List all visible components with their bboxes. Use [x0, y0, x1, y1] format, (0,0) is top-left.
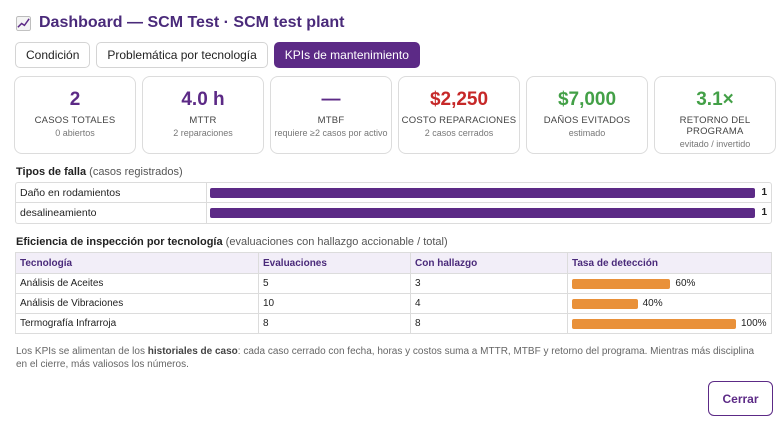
inspection-table: Tecnología Evaluaciones Con hallazgo Tas…: [15, 252, 772, 334]
kpi-value: 4.0 h: [181, 89, 225, 110]
kpi-value: $7,000: [557, 89, 617, 110]
detection-rate-label: 60%: [675, 278, 696, 289]
failure-types-heading: Tipos de falla (casos registrados): [16, 166, 183, 178]
kpi-subtext: 0 abiertos: [55, 128, 95, 138]
kpi-label: CASOS TOTALES: [34, 115, 116, 126]
kpi-cards: 2 CASOS TOTALES 0 abiertos 4.0 h MTTR 2 repar…: [14, 76, 776, 154]
kpi-card: 4.0 h MTTR 2 reparaciones: [142, 76, 264, 154]
failure-type-bar: [210, 188, 755, 198]
table-header-row: Tecnología Evaluaciones Con hallazgo Tas…: [15, 252, 772, 274]
footnote-bold: historiales de caso: [147, 346, 238, 357]
kpi-label: COSTO REPARACIONES: [401, 115, 517, 126]
kpi-card: 3.1× RETORNO DEL PROGRAMA evitado / invert…: [654, 76, 776, 154]
failure-type-count: 1: [761, 207, 767, 218]
inspection-heading: Eficiencia de inspección por tecnología …: [16, 236, 448, 248]
detection-rate-label: 40%: [642, 298, 663, 309]
detection-rate-label: 100%: [741, 318, 767, 329]
tab-kpis-de-mantenimiento[interactable]: KPIs de mantenimiento: [273, 42, 420, 68]
kpi-value: —: [321, 89, 341, 110]
failure-type-row: Daño en rodamientos 1: [16, 183, 771, 203]
column-header-tasa-de-deteccion: Tasa de detección: [567, 252, 772, 274]
cell-tecnologia: Análisis de Vibraciones: [15, 293, 259, 314]
footnote-text-start: Los KPIs se alimentan de los: [16, 346, 148, 357]
kpi-label: RETORNO DEL PROGRAMA: [679, 115, 751, 137]
failure-type-count: 1: [761, 187, 767, 198]
failure-types-title: Tipos de falla: [16, 166, 87, 178]
kpi-subtext: requiere ≥2 casos por activo: [274, 128, 388, 138]
kpi-card: 2 CASOS TOTALES 0 abiertos: [14, 76, 136, 154]
tab-bar: Condición Problemática por tecnología KP…: [15, 42, 420, 68]
kpi-subtext: 2 casos cerrados: [424, 128, 494, 138]
cell-evaluaciones: 8: [258, 313, 411, 334]
detection-rate-bar: [572, 278, 671, 289]
failure-type-bar-cell: 1: [207, 203, 771, 223]
cell-evaluaciones: 10: [258, 293, 411, 314]
cell-tecnologia: Termografía Infrarroja: [15, 313, 259, 334]
kpi-label: MTBF: [317, 115, 345, 126]
table-row: Análisis de Vibraciones 10 4 40%: [15, 293, 772, 314]
detection-rate-bar: [572, 318, 736, 329]
failure-type-name: desalineamiento: [16, 203, 207, 223]
kpi-footnote: Los KPIs se alimentan de los historiales…: [16, 345, 766, 371]
chart-increasing-icon: [16, 15, 31, 31]
cell-con-hallazgo: 3: [410, 273, 568, 294]
kpi-card: $2,250 COSTO REPARACIONES 2 casos cerrados: [398, 76, 520, 154]
failure-types-subtitle: (casos registrados): [89, 166, 183, 178]
page-title: Dashboard — SCM Test · SCM test plant: [39, 14, 345, 31]
cell-con-hallazgo: 8: [410, 313, 568, 334]
failure-type-bar: [210, 208, 755, 218]
failure-type-row: desalineamiento 1: [16, 203, 771, 223]
cell-evaluaciones: 5: [258, 273, 411, 294]
footnote-text-end: : cada caso cerrado con fecha, horas y c…: [16, 346, 755, 370]
column-header-evaluaciones: Evaluaciones: [258, 252, 411, 274]
kpi-label: DAÑOS EVITADOS: [543, 115, 631, 126]
kpi-label: MTTR: [189, 115, 217, 126]
kpi-card: — MTBF requiere ≥2 casos por activo: [270, 76, 392, 154]
inspection-title: Eficiencia de inspección por tecnología: [16, 236, 223, 248]
tab-condicion[interactable]: Condición: [15, 42, 91, 68]
kpi-subtext: evitado / invertido: [679, 139, 751, 149]
kpi-subtext: estimado: [568, 128, 606, 138]
cell-tecnologia: Análisis de Aceites: [15, 273, 259, 294]
kpi-card: $7,000 DAÑOS EVITADOS estimado: [526, 76, 648, 154]
table-row: Análisis de Aceites 5 3 60%: [15, 273, 772, 294]
failure-type-bar-cell: 1: [207, 183, 771, 202]
kpi-value: $2,250: [429, 89, 489, 110]
detection-rate-bar: [572, 298, 638, 309]
kpi-value: 2: [69, 89, 81, 110]
close-button[interactable]: Cerrar: [708, 381, 773, 416]
cell-tasa-de-deteccion: 40%: [567, 293, 772, 314]
failure-types-table: Daño en rodamientos 1 desalineamiento 1: [15, 182, 772, 224]
kpi-value: 3.1×: [696, 89, 734, 110]
cell-tasa-de-deteccion: 100%: [567, 313, 772, 334]
cell-con-hallazgo: 4: [410, 293, 568, 314]
column-header-con-hallazgo: Con hallazgo: [410, 252, 568, 274]
inspection-subtitle: (evaluaciones con hallazgo accionable / …: [225, 236, 448, 248]
cell-tasa-de-deteccion: 60%: [567, 273, 772, 294]
kpi-subtext: 2 reparaciones: [173, 128, 233, 138]
dashboard-header: Dashboard — SCM Test · SCM test plant: [16, 13, 345, 33]
table-row: Termografía Infrarroja 8 8 100%: [15, 313, 772, 334]
tab-problematica-por-tecnologia[interactable]: Problemática por tecnología: [96, 42, 268, 68]
column-header-tecnologia: Tecnología: [15, 252, 259, 274]
failure-type-name: Daño en rodamientos: [16, 183, 207, 202]
